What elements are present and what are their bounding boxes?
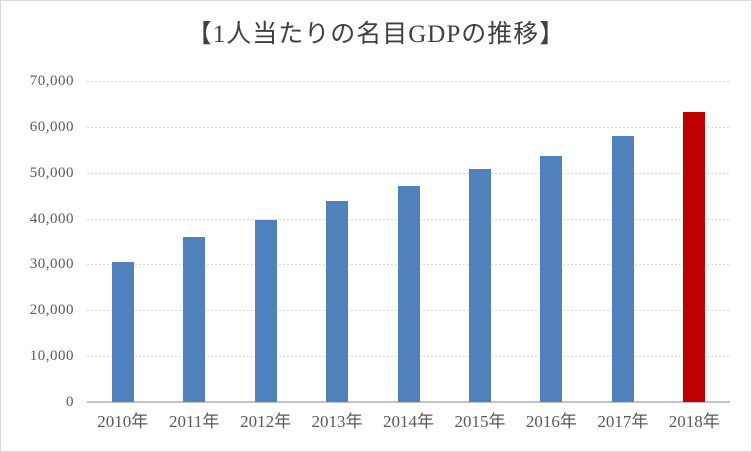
y-axis-tick-label: 0 [66,394,74,410]
bar-2010年 [111,262,134,402]
x-axis-category-label: 2016年 [525,412,577,431]
plot-area [87,81,730,403]
y-axis-tick-label: 70,000 [29,73,74,89]
x-axis-category-label: 2010年 [97,412,149,431]
y-axis-tick-label: 40,000 [29,210,74,227]
bar-2016年 [540,155,563,402]
x-axis-category-label: 2014年 [383,412,434,431]
x-axis-category-label: 2015年 [454,412,506,431]
bar-2018年 [683,111,706,402]
bar-2011年 [183,237,206,402]
y-axis-tick-label: 50,000 [29,164,74,181]
bar-2012年 [254,219,277,402]
x-axis-category-label: 2013年 [311,412,363,431]
y-axis-tick-label: 30,000 [29,256,74,273]
gridline-60000 [87,126,730,128]
x-axis-category-label: 2012年 [240,412,292,431]
bar-2017年 [611,135,634,402]
bar-2015年 [468,169,491,402]
gridline-70000 [87,81,730,82]
x-axis-category-label: 2011年 [168,412,220,431]
y-axis-tick-label: 60,000 [29,118,74,135]
chart-title: 【1人当たりの名目GDPの推移】 [186,21,566,48]
x-axis-category-label: 2017年 [597,412,649,431]
bar-2014年 [397,186,420,402]
x-axis-category-label: 2018年 [668,412,720,431]
bar-2013年 [326,201,349,402]
y-axis-tick-label: 10,000 [29,348,74,365]
gridline-50000 [87,172,730,174]
x-axis-line [87,401,730,403]
y-axis-tick-label: 20,000 [29,302,74,319]
